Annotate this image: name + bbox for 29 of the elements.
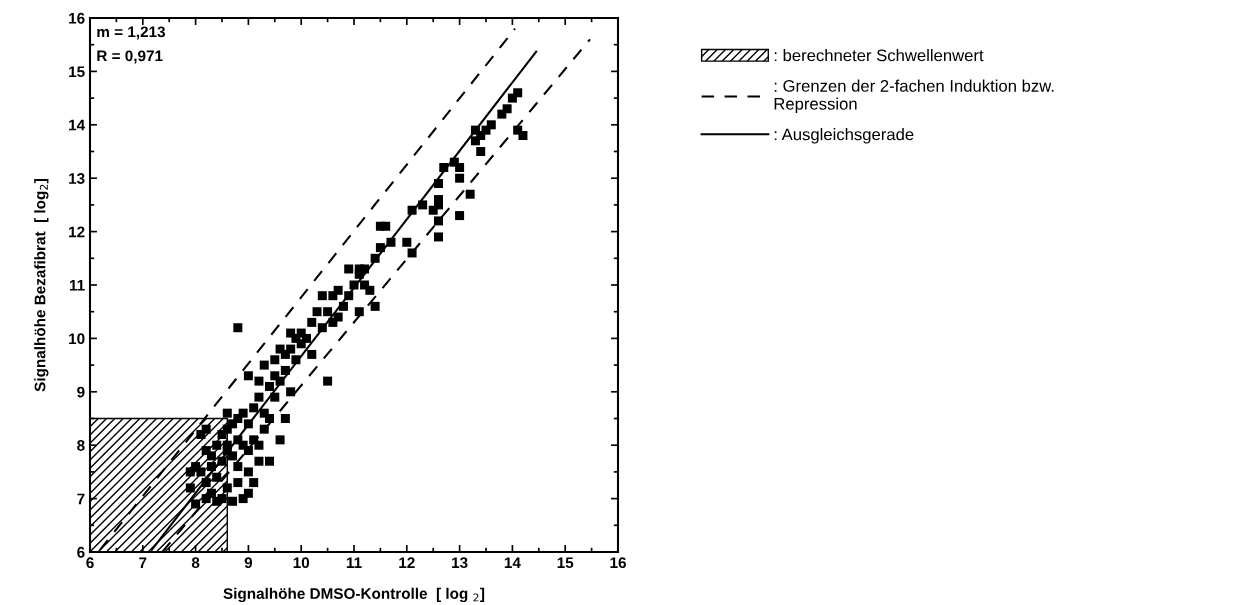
x-tick-label: 14 [504,557,521,568]
x-tick-label: 6 [86,557,94,569]
x-tick-label: 9 [244,557,253,569]
y-tick-label: 12 [69,226,85,238]
y-tick-label: 15 [69,66,85,78]
legend-label: : berechneter Schwellenwert [774,49,984,62]
y-tick-label: 7 [77,493,85,505]
y-tick-label: 13 [69,173,85,184]
y-tick-label: 8 [77,440,85,451]
annotation: R = 0,971 [97,50,163,64]
y-tick-label: 10 [69,333,85,345]
x-tick-label: 8 [191,557,200,569]
annotation: m = 1,213 [97,26,166,40]
x-tick-label: 16 [610,557,626,569]
legend-label: : Grenzen der 2-fachen Induktion bzw. Repression [774,79,1054,114]
y-axis-title: Signalhöhe Bezafibrat [ log$_{2}$] [34,179,49,392]
x-tick-label: 11 [346,557,362,568]
y-tick-label: 9 [77,386,85,398]
x-axis-title: Signalhöhe DMSO-Kontrolle [ log $_{2}$] [223,587,485,603]
y-tick-label: 16 [69,12,85,24]
x-tick-label: 13 [452,557,468,569]
x-tick-label: 15 [557,557,574,569]
x-tick-label: 10 [293,557,310,569]
x-tick-label: 7 [139,557,147,568]
y-tick-label: 6 [77,546,85,558]
x-tick-label: 12 [399,557,415,568]
y-tick-label: 14 [69,119,86,131]
legend-label: : Ausgleichsgerade [774,128,914,144]
y-tick-label: 11 [69,280,85,291]
